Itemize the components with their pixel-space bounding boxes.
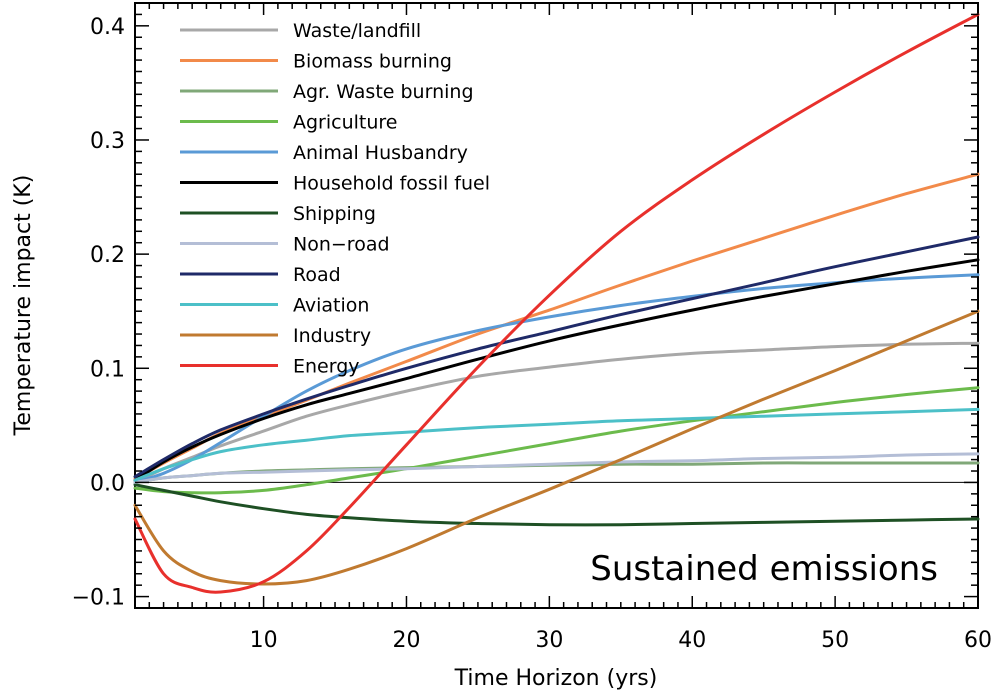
y-tick-label: 0.4 bbox=[90, 15, 125, 40]
x-tick-label: 10 bbox=[250, 628, 278, 653]
x-tick-label: 40 bbox=[678, 628, 706, 653]
legend-label-non-road: Non−road bbox=[293, 234, 390, 256]
x-tick-label: 20 bbox=[392, 628, 420, 653]
legend-label-animal-husbandry: Animal Husbandry bbox=[293, 142, 468, 164]
series-line-household-fossil-fuel bbox=[133, 258, 980, 482]
y-axis-label: Temperature impact (K) bbox=[11, 175, 36, 437]
legend-label-biomass-burning: Biomass burning bbox=[293, 51, 452, 73]
x-tick-label: 60 bbox=[964, 628, 992, 653]
annotation-text: Sustained emissions bbox=[590, 549, 938, 589]
legend-label-agr-waste-burning: Agr. Waste burning bbox=[293, 81, 474, 103]
legend-label-industry: Industry bbox=[293, 325, 371, 347]
legend-label-household-fossil-fuel: Household fossil fuel bbox=[293, 173, 490, 195]
plot-frame bbox=[134, 2, 979, 609]
series-line-industry bbox=[133, 309, 980, 586]
series-line-non-road bbox=[133, 452, 980, 484]
series-line-animal-husbandry bbox=[133, 273, 980, 484]
legend-label-shipping: Shipping bbox=[293, 203, 376, 225]
y-tick-label: −0.1 bbox=[72, 586, 125, 611]
legend: Waste/landfill Biomass burning Agr. Waste … bbox=[180, 20, 490, 378]
series-layer bbox=[133, 12, 980, 594]
legend-label-energy: Energy bbox=[293, 356, 360, 378]
legend-label-road: Road bbox=[293, 264, 341, 286]
y-tick-label: 0.3 bbox=[90, 129, 125, 154]
y-tick-label: 0.0 bbox=[90, 471, 125, 496]
y-tick-label: 0.1 bbox=[90, 357, 125, 382]
legend-label-waste-landfill: Waste/landfill bbox=[293, 20, 421, 42]
series-line-shipping bbox=[133, 483, 980, 527]
y-tick-label: 0.2 bbox=[90, 243, 125, 268]
legend-label-aviation: Aviation bbox=[293, 295, 369, 317]
series-line-road bbox=[133, 235, 980, 479]
series-line-energy bbox=[133, 12, 980, 594]
legend-label-agriculture: Agriculture bbox=[293, 112, 398, 134]
tick-layer: 10 20 30 40 50 60 −0.1 0.0 0.1 0.2 0.3 0.4 bbox=[72, 2, 992, 653]
series-line-agriculture bbox=[133, 386, 980, 495]
series-line-aviation bbox=[133, 407, 980, 482]
x-tick-label: 50 bbox=[821, 628, 849, 653]
x-tick-label: 30 bbox=[535, 628, 563, 653]
x-axis-label: Time Horizon (yrs) bbox=[454, 666, 658, 691]
